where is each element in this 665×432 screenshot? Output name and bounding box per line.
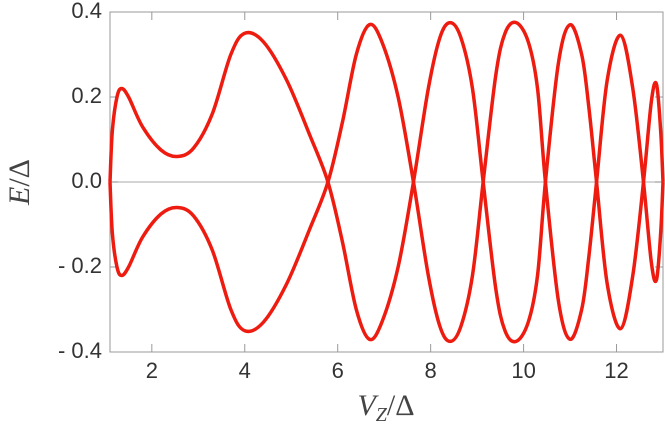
y-label-part: /Δ [3, 159, 36, 187]
x-tick-label: 4 [239, 358, 251, 383]
x-label-part: /Δ [387, 389, 415, 422]
x-tick-label: 2 [146, 358, 158, 383]
y-label-part: E [3, 187, 36, 206]
y-tick-label: - 0.2 [58, 253, 102, 278]
x-tick-label: 8 [425, 358, 437, 383]
x-tick-label: 12 [604, 358, 628, 383]
y-tick-label: - 0.4 [58, 338, 102, 363]
y-tick-label: 0.2 [71, 83, 102, 108]
x-tick-label: 10 [511, 358, 535, 383]
y-axis-label: E/Δ [3, 159, 36, 206]
x-axis-label: VZ/Δ [357, 389, 414, 426]
x-tick-label: 6 [332, 358, 344, 383]
y-tick-label: 0.4 [71, 0, 102, 23]
y-tick-label: 0.0 [71, 168, 102, 193]
